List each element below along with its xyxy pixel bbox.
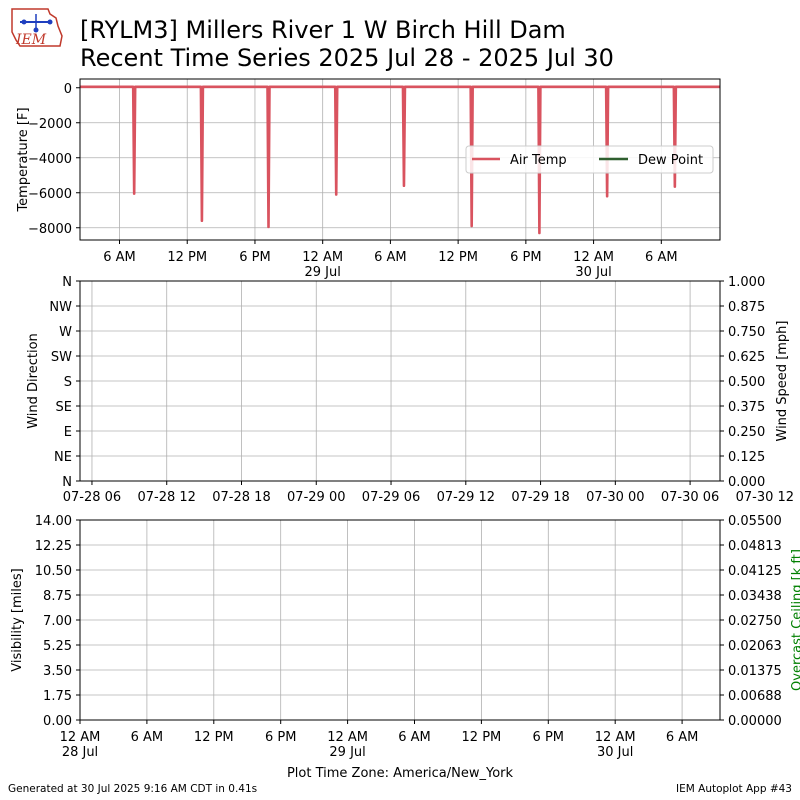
ceiling-tick-label: 0.02063 [728, 639, 782, 654]
temp-xtick-label: 6 PM [239, 250, 270, 265]
chart-title-line-1: [RYLM3] Millers River 1 W Birch Hill Dam [80, 16, 566, 44]
temp-xtick-date-label: 30 Jul [575, 265, 611, 280]
visibility-tick-label: 7.00 [43, 614, 72, 629]
visibility-tick-label: 1.75 [43, 689, 72, 704]
logo-text: IEM [15, 32, 47, 48]
ceiling-tick-label: 0.03438 [728, 589, 782, 604]
wind-direction-tick-label: N [62, 275, 72, 290]
ceiling-axis-label: Overcast Ceiling [k ft] [790, 549, 800, 691]
visibility-axis-label: Visibility [miles] [10, 568, 25, 671]
wind-speed-tick-label: 0.375 [728, 400, 765, 415]
ceiling-tick-label: 0.00000 [728, 714, 782, 729]
vis-xtick-label: 6 AM [131, 730, 164, 745]
wind-speed-tick-label: 0.500 [728, 375, 765, 390]
vis-xtick-date-label: 30 Jul [597, 745, 633, 760]
vis-xtick-label: 12 PM [194, 730, 234, 745]
temp-ytick-label: 0 [64, 82, 72, 97]
wind-speed-tick-label: 0.250 [728, 425, 765, 440]
wind-speed-tick-label: 0.625 [728, 350, 765, 365]
ceiling-tick-label: 0.02750 [728, 614, 782, 629]
ceiling-tick-label: 0.04125 [728, 564, 782, 579]
wind-speed-axis-label: Wind Speed [mph] [775, 321, 790, 442]
temp-xtick-label: 12 PM [438, 250, 478, 265]
vis-xtick-label: 6 AM [666, 730, 699, 745]
vis-xtick-label: 12 AM [60, 730, 101, 745]
visibility-tick-label: 5.25 [43, 639, 72, 654]
temp-xtick-date-label: 29 Jul [305, 265, 341, 280]
visibility-tick-label: 12.25 [35, 539, 72, 554]
vis-xtick-label: 6 PM [265, 730, 296, 745]
wind-plot-frame [79, 280, 721, 482]
temp-ytick-label: −4000 [28, 152, 72, 167]
app-footer: IEM Autoplot App #43 [676, 783, 792, 795]
ceiling-tick-label: 0.01375 [728, 664, 782, 679]
wind-direction-tick-label: NW [49, 300, 72, 315]
temp-legend-box [465, 145, 714, 174]
wind-speed-tick-label: 0.750 [728, 325, 765, 340]
vis-xtick-label: 6 AM [398, 730, 431, 745]
legend-dew-point-label: Dew Point [638, 153, 703, 168]
vis-xtick-date-label: 28 Jul [62, 745, 98, 760]
temp-axis-label: Temperature [F] [16, 107, 31, 212]
wind-xtick-label: 07-29 00 [287, 490, 345, 505]
iem-logo: IEM [6, 6, 66, 54]
visibility-tick-label: 14.00 [35, 514, 72, 529]
ceiling-tick-label: 0.04813 [728, 539, 782, 554]
legend-air-temp-label: Air Temp [510, 153, 567, 168]
temp-xtick-label: 12 PM [167, 250, 207, 265]
temp-xtick-label: 12 AM [302, 250, 343, 265]
generated-footer: Generated at 30 Jul 2025 9:16 AM CDT in … [8, 783, 258, 795]
wind-direction-tick-label: W [59, 325, 72, 340]
wind-xtick-label: 07-30 00 [586, 490, 644, 505]
wind-speed-tick-label: 0.125 [728, 450, 765, 465]
chart-title-line-2: Recent Time Series 2025 Jul 28 - 2025 Ju… [80, 44, 614, 72]
wind-xtick-label: 07-29 18 [511, 490, 569, 505]
wind-direction-tick-label: NE [54, 450, 72, 465]
wind-speed-tick-label: 1.000 [728, 275, 765, 290]
temp-xtick-label: 6 AM [103, 250, 136, 265]
vis-xtick-label: 6 PM [533, 730, 564, 745]
wind-direction-tick-label: S [64, 375, 72, 390]
vis-xtick-label: 12 AM [595, 730, 636, 745]
visibility-tick-label: 0.00 [43, 714, 72, 729]
visibility-tick-label: 8.75 [43, 589, 72, 604]
wind-xtick-label: 07-28 06 [63, 490, 121, 505]
timezone-label: Plot Time Zone: America/New_York [287, 766, 514, 781]
wind-direction-axis-label: Wind Direction [26, 333, 41, 429]
visibility-tick-label: 3.50 [43, 664, 72, 679]
wind-direction-tick-label: E [64, 425, 72, 440]
vis-plot-frame [79, 519, 721, 721]
vis-xtick-label: 12 PM [462, 730, 502, 745]
wind-xtick-label: 07-28 18 [212, 490, 270, 505]
wind-direction-tick-label: SE [56, 400, 72, 415]
wind-speed-tick-label: 0.875 [728, 300, 765, 315]
temp-xtick-label: 6 AM [645, 250, 678, 265]
wind-xtick-label: 07-30 06 [661, 490, 719, 505]
wind-xtick-label: 07-28 12 [138, 490, 196, 505]
wind-direction-tick-label: N [62, 475, 72, 490]
temp-xtick-label: 12 AM [573, 250, 614, 265]
ceiling-tick-label: 0.05500 [728, 514, 782, 529]
vis-xtick-date-label: 29 Jul [329, 745, 365, 760]
temp-ytick-label: −6000 [28, 187, 72, 202]
vis-xtick-label: 12 AM [327, 730, 368, 745]
temp-plot-frame [79, 78, 721, 241]
wind-speed-tick-label: 0.000 [728, 475, 765, 490]
wind-xtick-label: 07-30 12 [736, 490, 794, 505]
temp-ytick-label: −8000 [28, 222, 72, 237]
temp-xtick-label: 6 AM [374, 250, 407, 265]
temp-xtick-label: 6 PM [510, 250, 541, 265]
temp-ytick-label: −2000 [28, 117, 72, 132]
visibility-tick-label: 10.50 [35, 564, 72, 579]
wind-xtick-label: 07-29 12 [437, 490, 495, 505]
ceiling-tick-label: 0.00688 [728, 689, 782, 704]
wind-xtick-label: 07-29 06 [362, 490, 420, 505]
wind-direction-tick-label: SW [51, 350, 72, 365]
